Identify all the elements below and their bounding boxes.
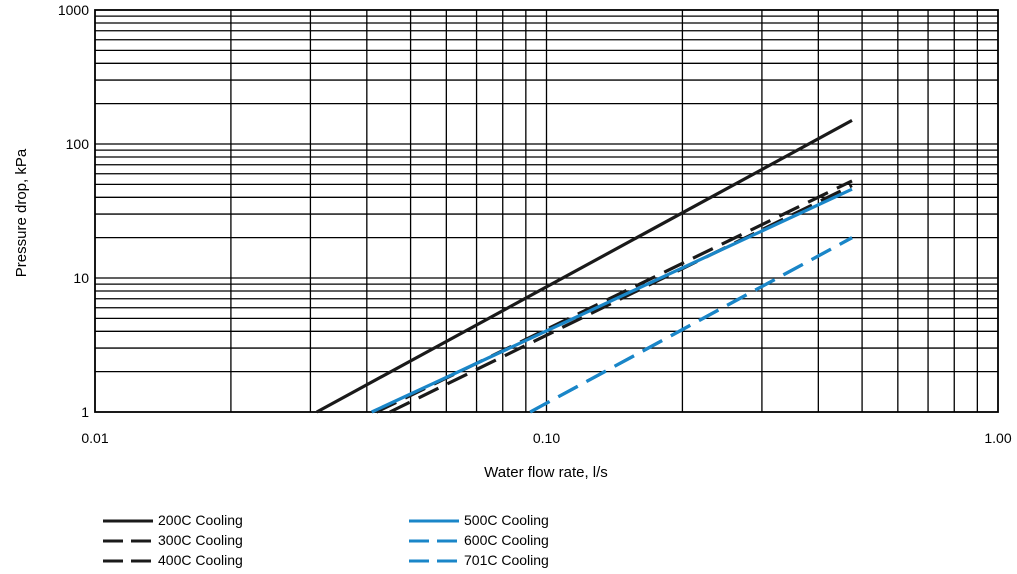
series-line-1: [316, 118, 853, 414]
grid-lines: [95, 10, 998, 412]
legend-label: 701C Cooling: [464, 552, 549, 568]
y-tick-label: 1: [81, 404, 89, 420]
legend-label: 500C Cooling: [464, 512, 549, 528]
x-tick-labels: 0.01 0.10 1.00: [81, 430, 1011, 446]
y-tick-label: 1000: [58, 2, 89, 18]
plot-border: [94, 9, 999, 413]
y-tick-label: 100: [66, 136, 90, 152]
plot-frame: [94, 9, 999, 413]
x-tick-label: 0.10: [533, 430, 560, 446]
legend: 200C Cooling 300C Cooling 400C Cooling 500C…: [103, 512, 549, 568]
legend-label: 300C Cooling: [158, 532, 243, 548]
legend-label: 400C Cooling: [158, 552, 243, 568]
series-layer: [316, 118, 853, 414]
series-line-2: [375, 179, 853, 414]
x-tick-label: 0.01: [81, 430, 108, 446]
y-tick-labels: 1 10 100 1000: [58, 2, 89, 420]
y-axis-title: Pressure drop, kPa: [13, 148, 30, 277]
series-line-4: [371, 187, 853, 414]
x-axis-title: Water flow rate, l/s: [484, 464, 608, 481]
legend-label: 200C Cooling: [158, 512, 243, 528]
series-line-6: [529, 236, 853, 414]
legend-label: 600C Cooling: [464, 532, 549, 548]
x-tick-label: 1.00: [984, 430, 1011, 446]
y-tick-label: 10: [73, 270, 89, 286]
